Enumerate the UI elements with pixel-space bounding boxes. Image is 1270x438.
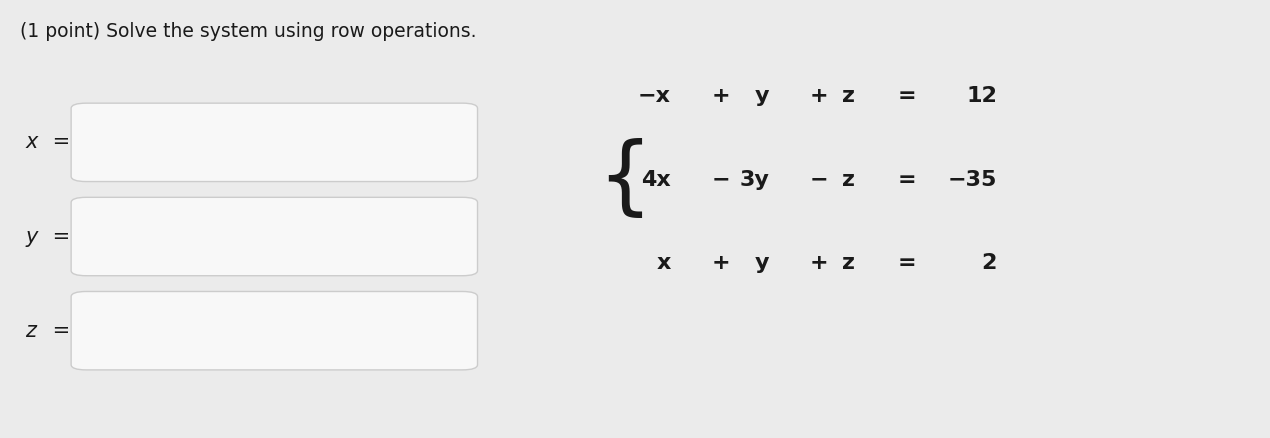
Text: z: z (842, 86, 855, 106)
Text: y: y (756, 86, 770, 106)
Text: y: y (756, 253, 770, 273)
Text: =: = (46, 321, 70, 341)
Text: +: + (810, 86, 828, 106)
Text: +: + (810, 253, 828, 273)
Text: {: { (597, 138, 653, 221)
Text: z: z (842, 253, 855, 273)
Text: −35: −35 (947, 170, 997, 190)
Text: 12: 12 (966, 86, 997, 106)
Text: x: x (657, 253, 671, 273)
Text: =: = (46, 226, 70, 247)
Text: z: z (25, 321, 37, 341)
Text: x: x (25, 132, 38, 152)
Text: 3y: 3y (739, 170, 770, 190)
Text: =: = (898, 86, 916, 106)
Text: =: = (46, 132, 70, 152)
Text: +: + (712, 86, 730, 106)
Text: (1 point) Solve the system using row operations.: (1 point) Solve the system using row ope… (20, 22, 476, 41)
FancyBboxPatch shape (71, 197, 478, 276)
Text: z: z (842, 170, 855, 190)
Text: =: = (898, 253, 916, 273)
Text: y: y (25, 226, 38, 247)
Text: +: + (712, 253, 730, 273)
Text: 4x: 4x (641, 170, 671, 190)
Text: =: = (898, 170, 916, 190)
Text: −x: −x (638, 86, 671, 106)
FancyBboxPatch shape (71, 292, 478, 370)
FancyBboxPatch shape (71, 103, 478, 181)
Text: 2: 2 (982, 253, 997, 273)
Text: −: − (810, 170, 828, 190)
Text: −: − (712, 170, 730, 190)
